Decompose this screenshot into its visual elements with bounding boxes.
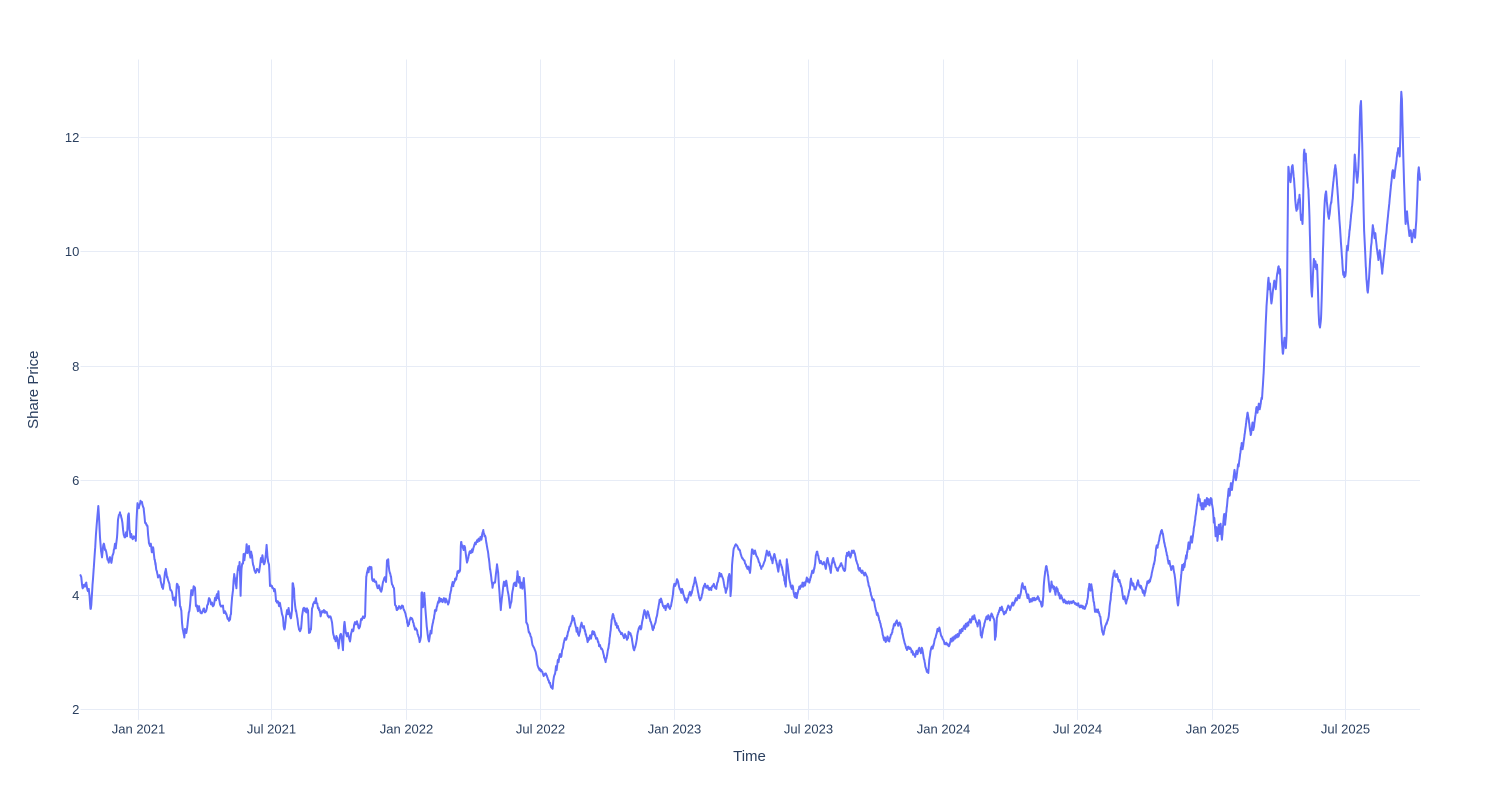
svg-text:8: 8 [72,359,79,374]
svg-text:Time: Time [733,748,766,765]
svg-text:Jul 2024: Jul 2024 [1053,722,1102,737]
svg-text:Jul 2021: Jul 2021 [247,722,296,737]
svg-text:6: 6 [72,473,79,488]
svg-text:Jan 2021: Jan 2021 [112,722,166,737]
svg-text:12: 12 [65,130,79,145]
svg-text:Jan 2023: Jan 2023 [648,722,702,737]
svg-text:Jul 2022: Jul 2022 [516,722,565,737]
svg-text:Jan 2024: Jan 2024 [917,722,971,737]
svg-text:2: 2 [72,702,79,717]
svg-text:10: 10 [65,244,79,259]
svg-text:4: 4 [72,588,79,603]
svg-text:Jan 2025: Jan 2025 [1186,722,1240,737]
svg-text:Jul 2023: Jul 2023 [784,722,833,737]
svg-text:Jul 2025: Jul 2025 [1321,722,1370,737]
svg-text:Jan 2022: Jan 2022 [380,722,434,737]
svg-text:Share Price: Share Price [25,351,42,429]
